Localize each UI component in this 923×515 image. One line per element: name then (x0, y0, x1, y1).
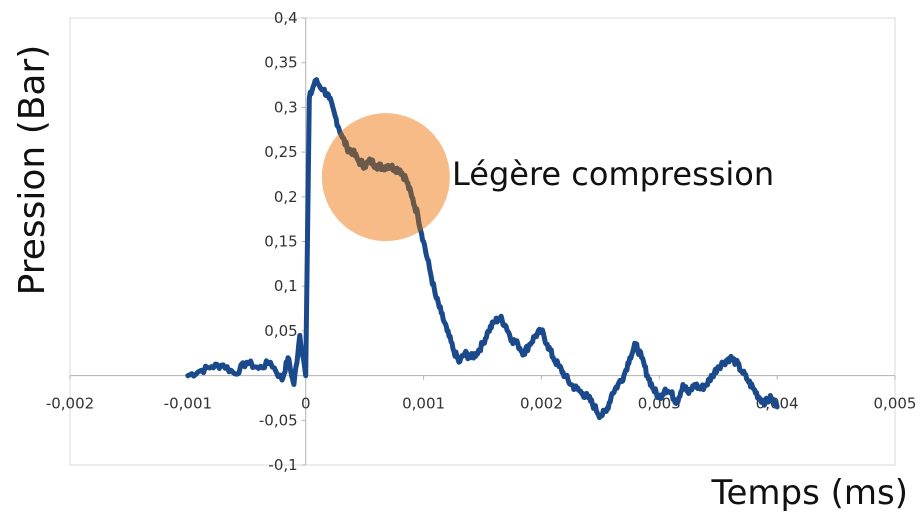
annotation-label: Légère compression (452, 155, 774, 193)
x-tick-label: 0,002 (520, 395, 563, 413)
y-tick-label: -0,1 (268, 456, 297, 474)
x-tick-label: -0,002 (46, 395, 94, 413)
y-tick-label: 0,15 (264, 233, 297, 251)
y-tick-label: 0,4 (274, 9, 298, 27)
y-tick-label: 0,3 (274, 98, 298, 116)
x-tick-label: 0,005 (874, 395, 917, 413)
plot-frame (69, 17, 896, 466)
x-axis-title: Temps (ms) (711, 473, 909, 513)
x-tick-label: 0,003 (638, 395, 681, 413)
x-tick-label: -0,001 (164, 395, 212, 413)
axes (69, 17, 896, 466)
y-tick-label: -0,05 (259, 411, 298, 429)
y-tick-label: 0,1 (274, 277, 298, 295)
tick-labels: -0,1 -0,050 0,05 0,1 0,15 0,2 0,25 0,3 0,35 0,4 -0… (46, 9, 917, 474)
y-tick-label: 0,35 (264, 54, 297, 72)
x-tick-label: 0,001 (402, 395, 445, 413)
y-axis-title: Pression (Bar) (12, 45, 53, 296)
y-tick-label: 0,2 (274, 188, 298, 206)
x-tick-label: 0 (301, 395, 311, 413)
series-layer (185, 77, 780, 421)
series-line (185, 77, 780, 421)
y-tick-label: 0,25 (264, 143, 297, 161)
y-tick-label: 0,05 (264, 322, 297, 340)
